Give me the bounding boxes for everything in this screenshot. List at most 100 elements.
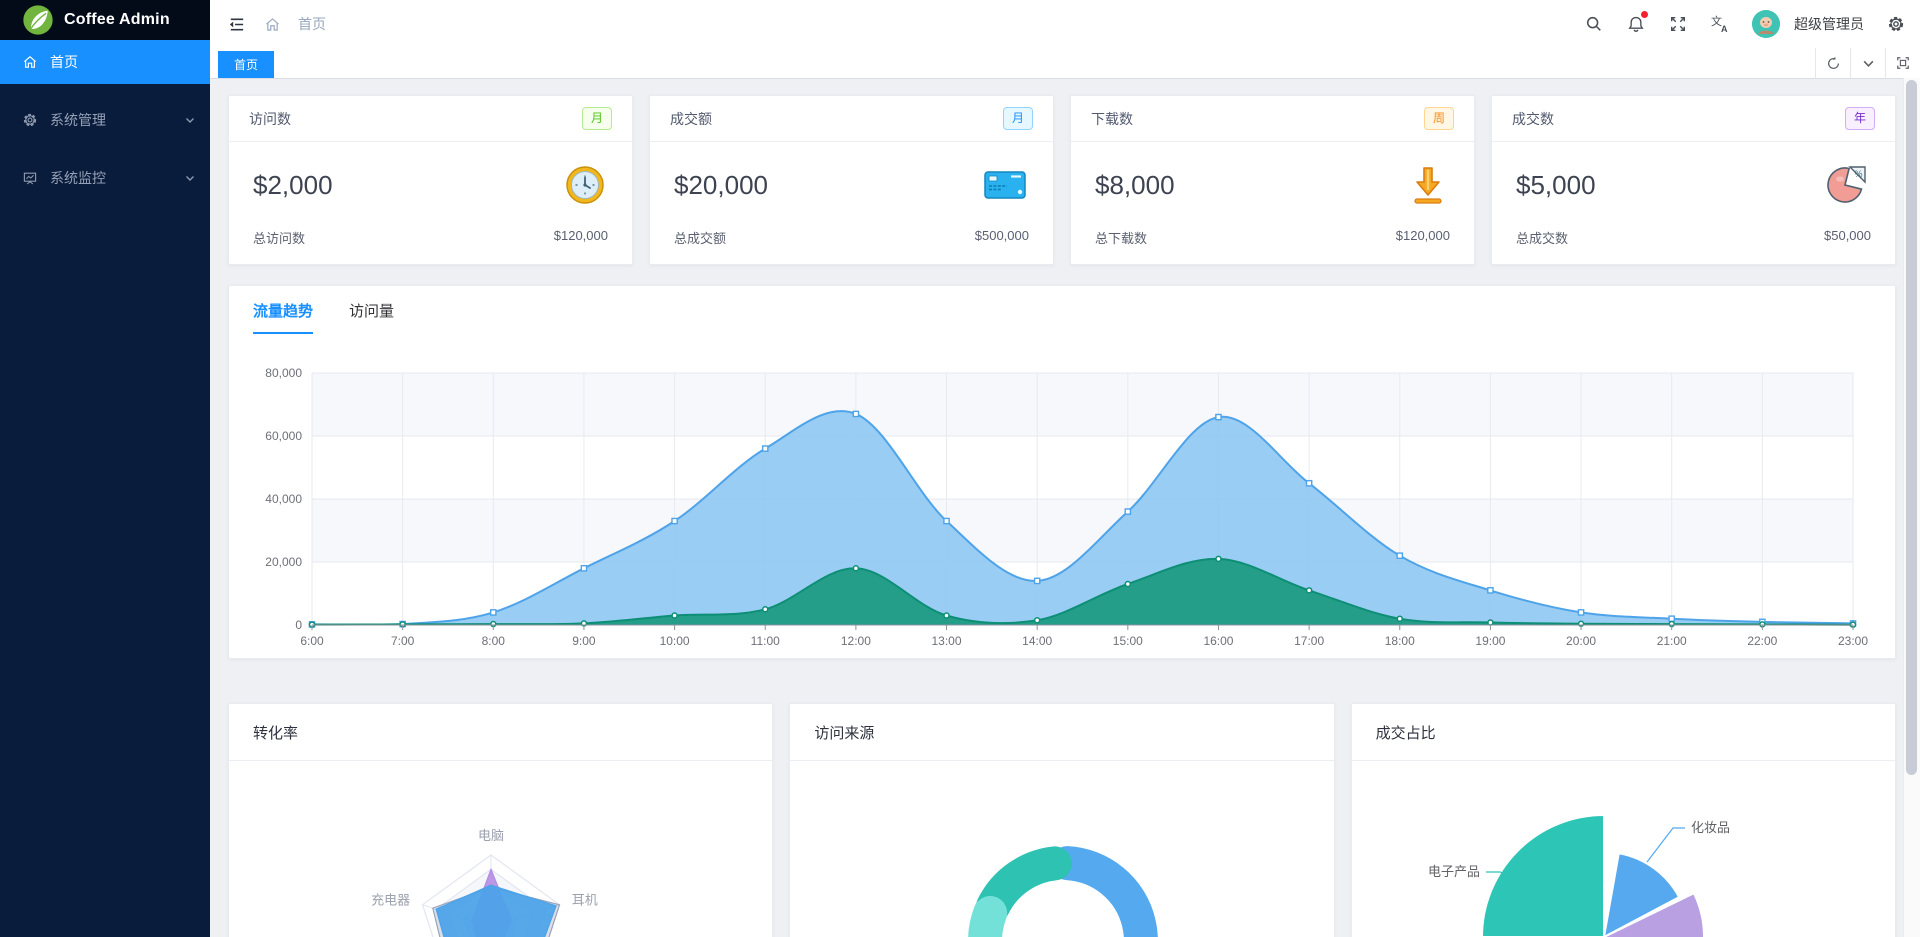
stat-footer-value: $500,000 xyxy=(974,228,1029,243)
period-badge: 月 xyxy=(1002,107,1033,130)
svg-text:17:00: 17:00 xyxy=(1294,634,1324,648)
stat-footer-label: 总访问数 xyxy=(253,231,306,246)
stat-card-turnover: 成交额 月 $20,000 总成交额 $500,000 xyxy=(649,95,1054,265)
stat-card-title: 成交数 xyxy=(1512,110,1554,127)
svg-text:10:00: 10:00 xyxy=(660,634,690,648)
svg-text:40,000: 40,000 xyxy=(265,492,302,506)
username[interactable]: 超级管理员 xyxy=(1794,16,1864,32)
svg-text:60,000: 60,000 xyxy=(265,429,302,443)
stat-card-title: 成交额 xyxy=(670,110,712,127)
tab-traffic-trend[interactable]: 流量趋势 xyxy=(253,300,314,334)
maximize-icon[interactable] xyxy=(1885,48,1920,78)
sidebar-item-label: 系统管理 xyxy=(50,112,106,128)
sidebar-item-system-monitor[interactable]: 系统监控 xyxy=(0,156,210,200)
period-badge: 月 xyxy=(581,107,612,130)
stat-card-downloads: 下载数 周 $8,000 总下载数 $120,000 xyxy=(1070,95,1475,265)
trend-tabs: 流量趋势 访问量 xyxy=(253,300,394,334)
sidebar-item-system-manage[interactable]: 系统管理 xyxy=(0,98,210,142)
svg-text:11:00: 11:00 xyxy=(751,634,780,648)
breadcrumb[interactable]: 首页 xyxy=(298,16,326,32)
svg-text:14:00: 14:00 xyxy=(1022,634,1052,648)
svg-text:8:00: 8:00 xyxy=(482,634,506,648)
refresh-icon[interactable] xyxy=(1815,48,1850,78)
stat-footer-value: $120,000 xyxy=(1395,228,1450,243)
svg-text:文: 文 xyxy=(1711,14,1722,28)
deal-share-card: 成交占比 化妆品电子产品 xyxy=(1350,703,1896,937)
tab-chevron-down-icon[interactable] xyxy=(1850,48,1885,78)
credit-card-icon xyxy=(981,165,1029,205)
period-badge: 年 xyxy=(1844,107,1875,130)
svg-text:电子产品: 电子产品 xyxy=(1428,864,1480,879)
tabbar: 首页 xyxy=(210,48,1920,79)
tab-visit-volume[interactable]: 访问量 xyxy=(349,303,395,320)
svg-text:80,000: 80,000 xyxy=(265,366,302,380)
stat-value: $20,000 xyxy=(674,169,768,200)
svg-text:21:00: 21:00 xyxy=(1657,634,1687,648)
sidebar-item-label: 首页 xyxy=(50,54,78,70)
visit-source-card: 访问来源 xyxy=(789,703,1335,937)
clock-icon xyxy=(562,162,608,208)
stat-footer-value: $50,000 xyxy=(1824,228,1871,243)
svg-text:19:00: 19:00 xyxy=(1475,634,1505,648)
svg-text:9:00: 9:00 xyxy=(572,634,596,648)
topbar-left: 首页 xyxy=(210,14,326,34)
period-badge: 周 xyxy=(1423,107,1454,130)
stat-card-visits: 访问数 月 $2,000 总访问数 $120,000 xyxy=(228,95,633,265)
svg-text:%: % xyxy=(1855,169,1863,179)
stat-footer-label: 总成交数 xyxy=(1516,231,1569,246)
topbar: 首页 文 A xyxy=(210,0,1920,49)
stat-value: $8,000 xyxy=(1095,169,1175,200)
svg-text:23:00: 23:00 xyxy=(1838,634,1868,648)
notification-dot xyxy=(1641,11,1648,18)
app-title: Coffee Admin xyxy=(64,11,170,28)
svg-text:12:00: 12:00 xyxy=(841,634,871,648)
sidebar-item-home[interactable]: 首页 xyxy=(0,40,210,84)
visit-source-donut-chart xyxy=(968,846,1159,937)
tab-home[interactable]: 首页 xyxy=(218,51,275,78)
stat-card-title: 访问数 xyxy=(249,110,291,127)
user-avatar[interactable] xyxy=(1752,10,1780,38)
stat-value: $5,000 xyxy=(1516,169,1596,200)
svg-text:13:00: 13:00 xyxy=(932,634,962,648)
stat-footer-label: 总成交额 xyxy=(674,231,727,246)
tab-label: 首页 xyxy=(234,58,259,72)
fullscreen-icon[interactable] xyxy=(1668,14,1688,34)
sidebar-item-label: 系统监控 xyxy=(50,170,106,186)
svg-text:6:00: 6:00 xyxy=(300,634,324,648)
chevron-down-icon xyxy=(184,114,196,126)
traffic-trend-card: 流量趋势 访问量 6:00 7:00 8:00 9:00 10:00 11:00 12:00… xyxy=(228,285,1896,659)
app-logo-icon xyxy=(22,4,54,36)
svg-text:18:00: 18:00 xyxy=(1385,634,1415,648)
download-icon xyxy=(1406,162,1450,208)
tab-controls xyxy=(1815,48,1920,78)
gear-icon xyxy=(22,112,38,128)
settings-gear-icon[interactable] xyxy=(1886,14,1906,34)
traffic-area-chart: 6:00 7:00 8:00 9:00 10:00 11:00 12:00 13:00 14:0… xyxy=(265,366,1868,648)
svg-text:化妆品: 化妆品 xyxy=(1691,820,1730,835)
svg-text:7:00: 7:00 xyxy=(391,634,415,648)
svg-text:20:00: 20:00 xyxy=(1566,634,1596,648)
page-scrollbar[interactable] xyxy=(1903,78,1920,937)
monitor-icon xyxy=(22,170,38,186)
search-icon[interactable] xyxy=(1584,14,1604,34)
svg-text:A: A xyxy=(1721,24,1728,34)
stat-card-deals: 成交数 年 $5,000 % 总成交数 $50,000 xyxy=(1491,95,1896,265)
logo-bar: Coffee Admin xyxy=(0,0,210,40)
svg-text:22:00: 22:00 xyxy=(1747,634,1777,648)
svg-text:16:00: 16:00 xyxy=(1203,634,1233,648)
home-icon xyxy=(22,54,38,70)
svg-text:0: 0 xyxy=(295,618,302,632)
sidebar-menu: 首页 系统管理 xyxy=(0,40,210,200)
bottom-card-row: 转化率 电脑 耳机 充电器 访问来源 成交占比 化妆品 电子产品 xyxy=(228,703,1896,937)
menu-fold-icon[interactable] xyxy=(226,14,246,34)
notification-bell-icon[interactable] xyxy=(1626,11,1648,34)
svg-text:电脑: 电脑 xyxy=(478,828,504,843)
breadcrumb-home-icon[interactable] xyxy=(262,14,282,34)
stat-card-title: 下载数 xyxy=(1091,110,1133,127)
translate-icon[interactable]: 文 A xyxy=(1710,14,1730,34)
scrollbar-thumb[interactable] xyxy=(1906,80,1917,775)
svg-text:15:00: 15:00 xyxy=(1113,634,1143,648)
panel-title: 成交占比 xyxy=(1351,704,1895,761)
